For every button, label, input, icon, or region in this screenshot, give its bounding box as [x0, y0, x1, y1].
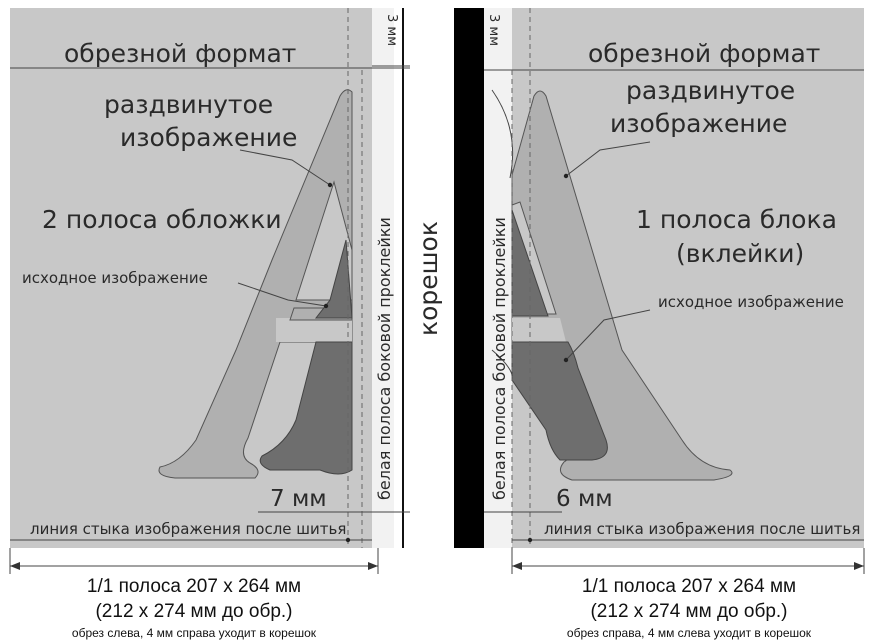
- right-page-name-line-1: 1 полоса блока: [636, 205, 837, 234]
- left-expanded-dot: [327, 182, 333, 188]
- left-caption-line-2: (212 x 274 мм до обр.): [95, 601, 292, 622]
- right-page-name-line-2: (вклейки): [676, 239, 804, 268]
- left-source-letter-leg: [259, 341, 353, 475]
- right-crossbar-gap: [512, 318, 566, 342]
- left-dimension: [9, 548, 379, 574]
- right-expanded-image-label-2: изображение: [610, 109, 787, 138]
- left-source-dot: [323, 303, 329, 309]
- left-expanded-image-label-2: изображение: [120, 123, 297, 152]
- left-caption-line-1: 1/1 полоса 207 x 264 мм: [87, 576, 301, 597]
- right-dimension: [511, 548, 865, 574]
- right-top-margin-label: 3 мм: [486, 14, 501, 46]
- right-dim-arrow-left: [512, 562, 522, 570]
- left-trim-format-label: обрезной формат: [64, 39, 296, 68]
- left-expanded-callout: [239, 149, 331, 186]
- left-page-name: 2 полоса обложки: [42, 205, 282, 234]
- left-caption-line-3: обрез слева, 4 мм справа уходит в корешо…: [72, 626, 317, 640]
- right-page: обрезной формат раздвинутое изображение …: [454, 8, 864, 548]
- right-white-glue-strip: [484, 8, 512, 548]
- right-source-callout: [565, 309, 651, 361]
- right-caption-line-2: (212 x 274 мм до обр.): [590, 601, 787, 622]
- spine-label: корешок: [414, 221, 443, 336]
- left-dim-arrow-left: [10, 562, 20, 570]
- right-glue-strip-label: белая полоса боковой проклейки: [490, 217, 509, 500]
- right-offset-label: 6 мм: [556, 486, 613, 512]
- left-expanded-letter-a: [158, 89, 353, 479]
- left-source-image-label: исходное изображение: [22, 269, 208, 287]
- left-offset-label: 7 мм: [270, 486, 327, 512]
- spine-black-strip: [454, 8, 484, 548]
- left-seam-line-label: линия стыка изображения после шитья: [30, 520, 346, 538]
- right-caption-line-3: обрез справа, 4 мм слева уходит в корешо…: [567, 626, 812, 640]
- left-top-margin-label: 3 мм: [384, 14, 399, 46]
- right-expanded-callout: [565, 141, 651, 177]
- right-dim-arrow-right: [854, 562, 864, 570]
- left-expanded-image-label-1: раздвинутое: [104, 90, 273, 119]
- right-source-image-label: исходное изображение: [658, 293, 844, 311]
- left-seam-dot: [345, 537, 351, 543]
- left-glue-strip-label: белая полоса боковой проклейки: [375, 217, 394, 500]
- left-page: обрезной формат раздвинутое изображение …: [10, 8, 410, 548]
- left-source-letter-a: [314, 239, 353, 319]
- left-crossbar-gap: [276, 318, 352, 342]
- right-seam-dot: [527, 537, 533, 543]
- right-expanded-dot: [563, 173, 569, 179]
- right-trim-format-label: обрезной формат: [588, 39, 820, 68]
- right-seam-line-label: линия стыка изображения после шитья: [544, 520, 860, 538]
- left-source-callout: [237, 282, 327, 307]
- right-caption-line-1: 1/1 полоса 207 x 264 мм: [582, 576, 796, 597]
- right-source-dot: [563, 357, 569, 363]
- right-expanded-image-label-1: раздвинутое: [626, 76, 795, 105]
- left-dim-arrow-right: [368, 562, 378, 570]
- left-white-glue-strip: [372, 8, 394, 548]
- right-strip-arc: [491, 89, 514, 179]
